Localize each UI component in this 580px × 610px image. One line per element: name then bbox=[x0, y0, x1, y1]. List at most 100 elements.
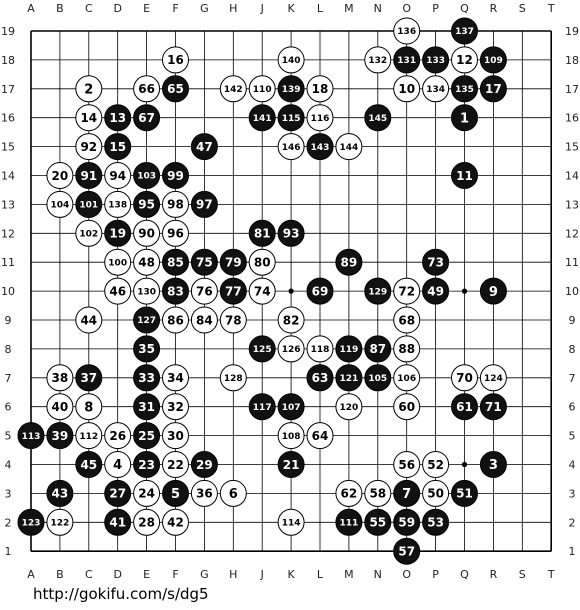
board-coordinates: AABBCCDDEEFFGGHHJJKKLLMMNNOOPPQQRRSSTT19… bbox=[1, 2, 579, 581]
stone-disc bbox=[104, 104, 132, 132]
white-stone: 74 bbox=[248, 277, 276, 305]
stone-disc bbox=[335, 479, 363, 507]
stone-disc bbox=[451, 479, 478, 507]
white-stone: 10 bbox=[393, 75, 421, 103]
white-stone: 38 bbox=[46, 364, 74, 392]
black-stone: 101 bbox=[75, 190, 103, 218]
white-stone: 8 bbox=[75, 393, 103, 421]
black-stone: 25 bbox=[133, 422, 161, 450]
white-stone: 134 bbox=[422, 75, 450, 103]
move-number: 69 bbox=[312, 284, 329, 298]
stone-disc bbox=[104, 451, 132, 478]
stone-disc bbox=[306, 75, 334, 103]
stone-disc bbox=[46, 508, 74, 536]
stone-disc bbox=[393, 17, 421, 45]
move-number: 78 bbox=[225, 313, 242, 327]
move-number: 68 bbox=[398, 313, 415, 327]
stone-disc bbox=[162, 46, 189, 74]
stone-disc bbox=[277, 75, 305, 103]
white-stone: 128 bbox=[219, 364, 247, 392]
stone-disc bbox=[75, 133, 103, 161]
stone-disc bbox=[133, 277, 161, 305]
stone-disc bbox=[364, 104, 392, 132]
black-stone: 131 bbox=[393, 46, 421, 74]
move-number: 132 bbox=[368, 56, 387, 66]
white-stone: 126 bbox=[277, 335, 305, 363]
stone-disc bbox=[277, 306, 305, 334]
row-label: 8 bbox=[569, 343, 576, 356]
move-number: 92 bbox=[80, 140, 97, 154]
black-stone: 45 bbox=[75, 451, 103, 478]
move-number: 124 bbox=[484, 374, 503, 384]
stone-disc bbox=[306, 104, 334, 132]
move-number: 23 bbox=[138, 458, 155, 472]
stone-disc bbox=[248, 248, 276, 276]
stone-disc bbox=[248, 393, 276, 421]
move-number: 123 bbox=[22, 519, 41, 529]
move-number: 97 bbox=[196, 198, 213, 212]
move-number: 75 bbox=[196, 256, 213, 270]
black-stone: 9 bbox=[479, 277, 507, 305]
black-stone: 117 bbox=[248, 393, 276, 421]
white-stone: 48 bbox=[133, 248, 161, 276]
stone-disc bbox=[46, 190, 74, 218]
row-label: 4 bbox=[5, 459, 12, 472]
move-number: 80 bbox=[254, 256, 271, 270]
move-number: 91 bbox=[80, 169, 97, 183]
column-label: A bbox=[27, 2, 35, 15]
stone-disc bbox=[133, 393, 161, 421]
stone-disc bbox=[104, 277, 132, 305]
white-stone: 90 bbox=[133, 219, 161, 247]
move-number: 99 bbox=[167, 169, 184, 183]
row-label: 2 bbox=[5, 516, 12, 529]
stone-disc bbox=[46, 479, 74, 507]
row-label: 13 bbox=[1, 198, 15, 211]
move-number: 67 bbox=[138, 111, 155, 125]
move-number: 57 bbox=[398, 545, 415, 559]
move-number: 104 bbox=[51, 201, 70, 211]
move-number: 24 bbox=[138, 487, 155, 501]
black-stone: 125 bbox=[248, 335, 276, 363]
stone-disc bbox=[75, 104, 103, 132]
stone-disc bbox=[219, 248, 247, 276]
move-number: 85 bbox=[167, 256, 184, 270]
move-number: 10 bbox=[398, 82, 415, 96]
move-number: 25 bbox=[138, 429, 155, 443]
stone-disc bbox=[75, 219, 103, 247]
move-number: 95 bbox=[138, 198, 155, 212]
stone-disc bbox=[133, 75, 161, 103]
black-stone: 59 bbox=[393, 508, 421, 536]
black-stone: 79 bbox=[219, 248, 247, 276]
row-label: 6 bbox=[5, 401, 12, 414]
row-label: 8 bbox=[5, 343, 12, 356]
move-number: 47 bbox=[196, 140, 213, 154]
black-stone: 83 bbox=[162, 277, 189, 305]
move-number: 15 bbox=[109, 140, 126, 154]
black-stone: 133 bbox=[422, 46, 450, 74]
white-stone: 42 bbox=[162, 508, 189, 536]
stone-disc bbox=[479, 46, 507, 74]
white-stone: 106 bbox=[393, 364, 421, 392]
stone-disc bbox=[104, 133, 132, 161]
move-number: 46 bbox=[109, 284, 126, 298]
stone-disc bbox=[364, 277, 392, 305]
stone-disc bbox=[451, 162, 478, 189]
black-stone: 75 bbox=[190, 248, 218, 276]
move-number: 146 bbox=[282, 143, 301, 153]
column-label: P bbox=[432, 568, 439, 581]
move-number: 122 bbox=[51, 519, 70, 529]
move-number: 90 bbox=[138, 227, 155, 241]
black-stone: 51 bbox=[451, 479, 478, 507]
move-number: 28 bbox=[138, 516, 155, 530]
stone-disc bbox=[190, 277, 218, 305]
black-stone: 97 bbox=[190, 190, 218, 218]
white-stone: 136 bbox=[393, 17, 421, 45]
stone-disc bbox=[133, 508, 161, 536]
white-stone: 4 bbox=[104, 451, 132, 478]
stone-disc bbox=[479, 451, 507, 478]
column-label: K bbox=[287, 568, 295, 581]
move-number: 26 bbox=[109, 429, 126, 443]
move-number: 137 bbox=[455, 27, 474, 37]
